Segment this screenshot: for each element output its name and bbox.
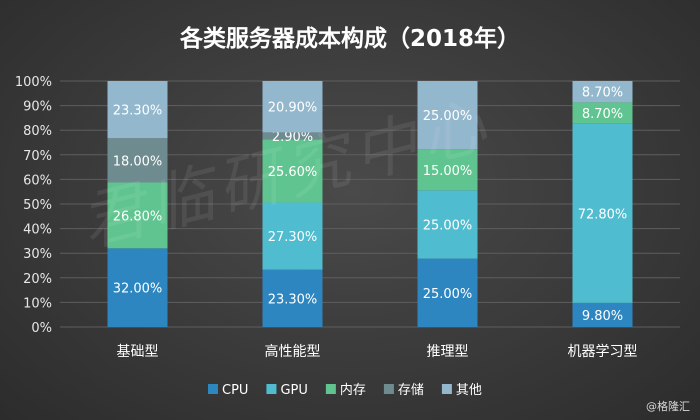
data-label: 26.80%	[113, 209, 163, 224]
chart-title: 各类服务器成本构成（2018年）	[179, 25, 520, 52]
data-label: 25.00%	[423, 287, 473, 302]
legend-swatch	[441, 384, 452, 394]
data-label: 9.80%	[582, 309, 623, 324]
bar-segment	[572, 81, 633, 103]
y-tick-label: 30%	[23, 247, 52, 262]
bar-segment	[417, 258, 478, 327]
data-label: 18.00%	[113, 154, 163, 169]
legend-label: 内存	[340, 382, 366, 398]
data-label: 23.30%	[113, 104, 163, 119]
bar-segment	[107, 182, 168, 249]
bar-segment	[572, 123, 633, 303]
data-label: 23.30%	[268, 292, 318, 307]
data-label: 15.00%	[423, 164, 473, 179]
bar-segment	[262, 139, 323, 203]
x-tick-label: 机器学习型	[568, 344, 638, 360]
data-label: 20.90%	[268, 101, 318, 116]
legend-swatch	[208, 384, 218, 394]
x-tick-label: 基础型	[117, 343, 159, 360]
y-tick-label: 0%	[31, 321, 52, 336]
legend-swatch	[266, 384, 277, 394]
data-label: 25.00%	[423, 109, 473, 124]
x-tick-label: 高性能型	[265, 343, 321, 360]
y-tick-label: 80%	[23, 124, 52, 139]
bar-segment	[572, 302, 633, 327]
data-label: 27.30%	[268, 230, 318, 245]
y-tick-label: 100%	[15, 75, 52, 90]
bar-segment	[572, 102, 633, 124]
legend-label: CPU	[222, 383, 248, 398]
legend-label: 其他	[456, 383, 482, 398]
y-tick-label: 60%	[23, 173, 52, 188]
x-tick-label: 推理型	[427, 344, 469, 360]
bar-segment	[417, 81, 478, 150]
data-label: 8.70%	[582, 86, 623, 101]
legend-label: GPU	[280, 383, 307, 398]
bar-segment	[107, 81, 168, 139]
data-label: 2.90%	[272, 130, 313, 145]
data-label: 32.00%	[113, 282, 163, 297]
data-label: 72.80%	[578, 207, 628, 222]
bar-segment	[417, 149, 478, 191]
y-tick-label: 70%	[23, 149, 52, 164]
bar-segment	[262, 269, 323, 327]
bar-segment	[107, 248, 168, 327]
data-label: 8.70%	[582, 107, 623, 122]
source-credit: @格隆汇	[646, 400, 690, 413]
y-tick-label: 90%	[23, 100, 52, 115]
legend-swatch	[325, 384, 336, 394]
bar-segment	[262, 132, 323, 140]
bar-segment	[417, 190, 478, 259]
bar-segment	[262, 202, 323, 270]
data-label: 25.00%	[423, 219, 473, 234]
y-tick-label: 10%	[23, 296, 52, 311]
y-tick-label: 50%	[23, 198, 52, 213]
bar-segment	[107, 138, 168, 183]
data-label: 25.60%	[268, 165, 318, 180]
legend-label: 存储	[398, 383, 424, 398]
bar-segment	[262, 81, 323, 133]
y-tick-label: 40%	[23, 223, 52, 238]
legend-swatch	[383, 384, 394, 394]
y-tick-label: 20%	[23, 272, 52, 287]
